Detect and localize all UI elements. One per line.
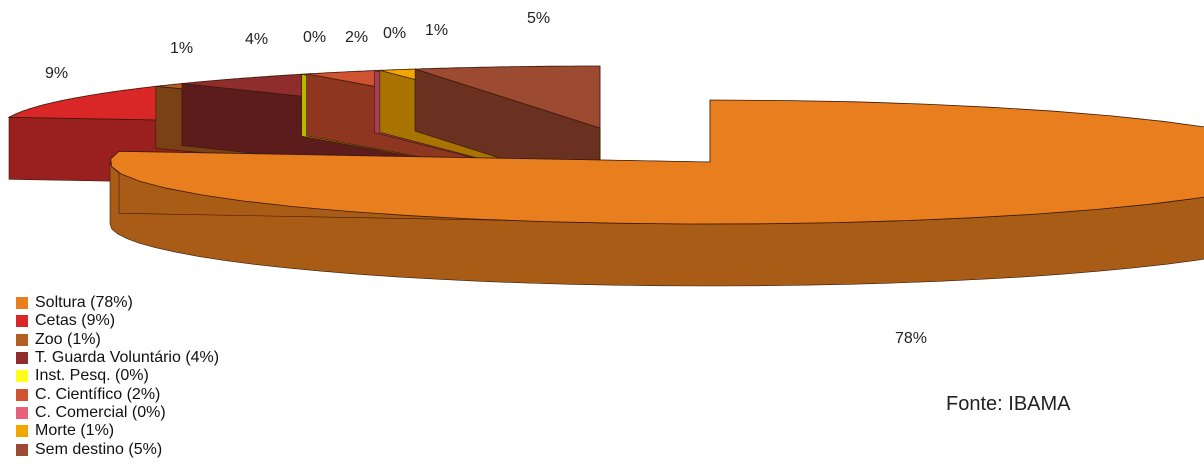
legend-swatch xyxy=(16,370,28,383)
legend-item: Inst. Pesq. (0%) xyxy=(16,367,219,385)
legend-label: Zoo (1%) xyxy=(35,330,101,348)
pie-slice-soltura xyxy=(109,99,1204,287)
legend-swatch xyxy=(16,333,28,346)
data-label-inst-pesq-: 0% xyxy=(303,29,326,46)
legend-label: T. Guarda Voluntário (4%) xyxy=(35,349,220,367)
legend-item: T. Guarda Voluntário (4%) xyxy=(16,349,219,367)
legend-label: Inst. Pesq. (0%) xyxy=(35,367,149,385)
legend-swatch xyxy=(16,297,28,310)
legend-swatch xyxy=(16,315,28,328)
legend-item: Cetas (9%) xyxy=(16,312,219,330)
data-label-t-guarda-volunt-rio: 4% xyxy=(245,31,268,48)
legend-swatch xyxy=(16,443,28,456)
legend-label: Morte (1%) xyxy=(35,422,115,440)
legend-item: C. Científico (2%) xyxy=(16,385,219,403)
legend-label: Cetas (9%) xyxy=(35,312,116,330)
data-label-c-comercial: 0% xyxy=(383,25,406,42)
legend-item: Soltura (78%) xyxy=(16,294,219,312)
source-note: Fonte: IBAMA xyxy=(946,393,1071,415)
legend-item: Morte (1%) xyxy=(16,422,219,440)
legend-swatch xyxy=(16,388,28,401)
data-label-sem-destino: 5% xyxy=(527,10,550,27)
legend-swatch xyxy=(16,425,28,438)
legend-label: Soltura (78%) xyxy=(35,294,133,312)
chart-legend: Soltura (78%) Cetas (9%) Zoo (1%) T. Guarda… xyxy=(16,294,219,459)
legend-swatch xyxy=(16,406,28,419)
data-label-c-cient-fico: 2% xyxy=(345,29,368,46)
legend-label: C. Científico (2%) xyxy=(35,385,161,403)
data-label-zoo: 1% xyxy=(170,40,193,57)
data-label-soltura: 78% xyxy=(895,330,927,347)
legend-item: Sem destino (5%) xyxy=(16,440,219,458)
legend-swatch xyxy=(16,352,28,365)
legend-label: C. Comercial (0%) xyxy=(35,403,166,421)
legend-item: C. Comercial (0%) xyxy=(16,404,219,422)
data-label-morte: 1% xyxy=(425,22,448,39)
legend-label: Sem destino (5%) xyxy=(35,440,163,458)
data-label-cetas: 9% xyxy=(45,65,68,82)
legend-item: Zoo (1%) xyxy=(16,331,219,349)
